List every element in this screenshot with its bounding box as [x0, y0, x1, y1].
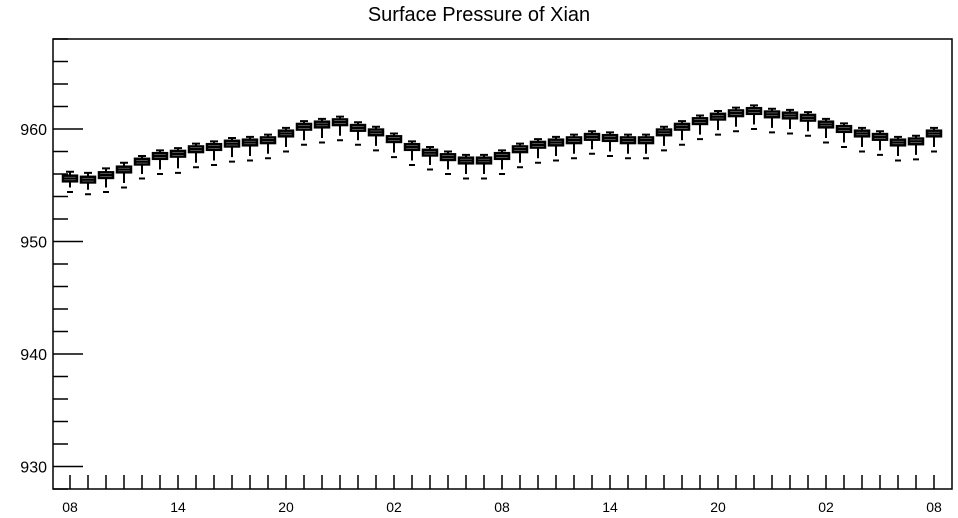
box-27 [547, 135, 565, 162]
box-35 [691, 114, 709, 141]
box-12 [277, 126, 295, 153]
box-34 [673, 120, 691, 146]
box-30 [601, 131, 619, 157]
box-8 [205, 140, 223, 166]
box-4 [133, 155, 151, 180]
box-6 [169, 147, 187, 174]
box-18 [385, 132, 403, 159]
x-tick-label: 02 [818, 499, 834, 515]
box-13 [295, 120, 313, 146]
y-tick-label: 930 [20, 460, 47, 477]
box-33 [655, 125, 673, 152]
box-40 [781, 108, 799, 135]
x-tick-label: 20 [278, 499, 294, 515]
box-layer [61, 104, 943, 196]
box-5 [151, 149, 169, 175]
box-20 [421, 146, 439, 171]
box-19 [403, 140, 421, 166]
box-2 [97, 167, 115, 193]
box-24 [493, 149, 511, 175]
box-29 [583, 130, 601, 155]
box-21 [439, 150, 457, 175]
box-9 [223, 137, 241, 163]
x-tick-label: 14 [170, 499, 186, 515]
chart-title: Surface Pressure of Xian [367, 4, 591, 26]
box-44 [853, 126, 871, 153]
x-tick-label: 02 [386, 499, 402, 515]
box-38 [745, 104, 763, 130]
x-tick-label: 08 [62, 499, 78, 515]
box-48 [925, 126, 943, 153]
box-1 [79, 171, 97, 196]
box-3 [115, 161, 133, 189]
box-32 [637, 133, 655, 160]
box-41 [799, 111, 817, 137]
box-15 [331, 115, 349, 142]
y-tick-label: 960 [20, 122, 47, 139]
box-26 [529, 138, 547, 164]
box-11 [259, 133, 277, 160]
box-37 [727, 106, 745, 133]
box-25 [511, 142, 529, 169]
y-tick-label: 940 [20, 347, 47, 364]
axis-layer: 930 940 950 960 08 14 20 02 08 14 20 02 08 [20, 38, 942, 515]
box-10 [241, 135, 259, 162]
box-28 [565, 133, 583, 160]
x-tick-label: 20 [710, 499, 726, 515]
box-16 [349, 121, 367, 146]
box-31 [619, 133, 637, 160]
box-23 [475, 153, 493, 180]
x-tick-label: 08 [494, 499, 510, 515]
box-22 [457, 153, 475, 180]
box-42 [817, 117, 835, 144]
y-tick-label: 950 [20, 235, 47, 252]
box-0 [61, 170, 79, 193]
x-tick-label: 08 [926, 499, 942, 515]
x-tick-label: 14 [602, 499, 618, 515]
box-7 [187, 142, 205, 169]
box-14 [313, 117, 331, 144]
box-39 [763, 107, 781, 134]
box-47 [907, 134, 925, 161]
box-45 [871, 130, 889, 156]
box-17 [367, 125, 385, 152]
box-43 [835, 122, 853, 148]
box-36 [709, 110, 727, 136]
box-46 [889, 135, 907, 162]
plot-frame [52, 38, 953, 490]
